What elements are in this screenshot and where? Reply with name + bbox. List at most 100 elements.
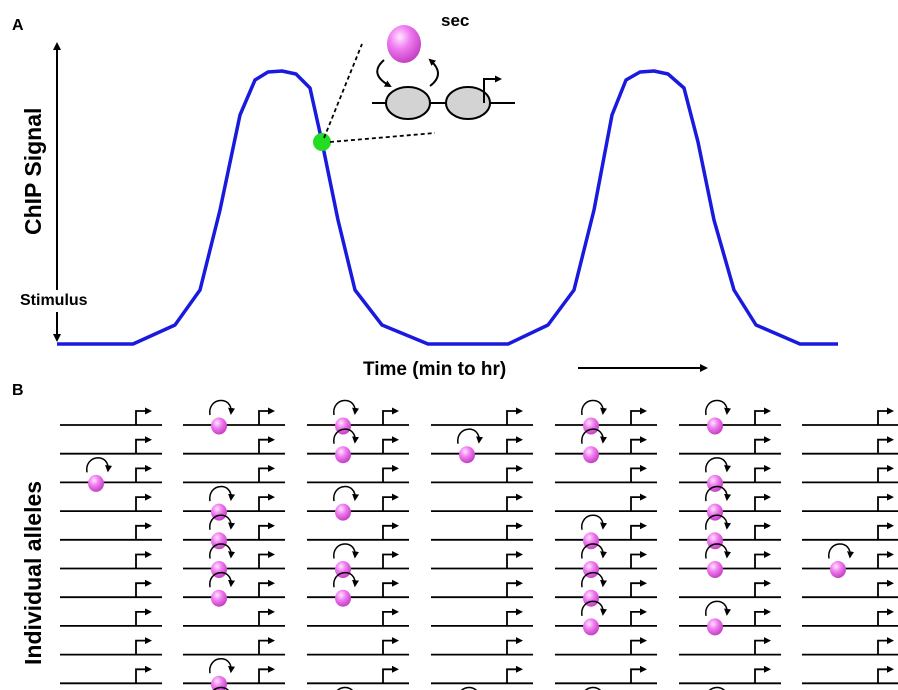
binding-loop-arrow xyxy=(705,600,732,617)
factor-ball xyxy=(211,675,227,690)
binding-loop-arrow xyxy=(581,428,608,444)
tss-arrow xyxy=(630,637,647,655)
binding-loop-arrow xyxy=(333,543,360,559)
tss-arrow xyxy=(258,407,275,425)
tss-arrow xyxy=(135,493,152,512)
x-axis-label: Time (min to hr) xyxy=(363,359,506,380)
nucleosome-right xyxy=(445,86,491,120)
tss-arrow xyxy=(258,551,275,569)
tss-arrow xyxy=(506,493,523,512)
binding-loop-arrow xyxy=(209,514,236,530)
tss-arrow xyxy=(630,551,647,569)
tss-arrow xyxy=(506,551,523,569)
tss-arrow xyxy=(630,436,647,454)
tss-arrow xyxy=(135,637,152,655)
binding-loop-arrow xyxy=(209,543,236,559)
binding-arrow xyxy=(376,59,392,87)
tss-arrow xyxy=(630,522,647,540)
binding-loop-arrow xyxy=(705,399,732,416)
tss-arrow xyxy=(506,608,523,626)
inset-sec-label: sec xyxy=(441,11,469,30)
tss-arrow xyxy=(382,637,399,655)
tss-arrow xyxy=(754,407,771,425)
tss-arrow xyxy=(754,665,771,684)
tss-arrow xyxy=(135,522,152,540)
tss-arrow xyxy=(877,464,894,483)
chip-signal-curve xyxy=(57,69,838,346)
factor-ball xyxy=(211,589,227,607)
tss-arrow xyxy=(877,436,894,454)
tss-arrow xyxy=(754,436,771,454)
tss-arrow xyxy=(382,579,399,598)
binding-loop-arrow xyxy=(705,485,732,502)
binding-loop-arrow xyxy=(581,514,608,530)
tss-arrow xyxy=(258,579,275,598)
tss-arrow xyxy=(877,608,894,626)
tss-arrow xyxy=(135,436,152,454)
release-arrow xyxy=(428,58,439,87)
binding-loop-arrow xyxy=(457,428,484,444)
tss-arrow xyxy=(506,436,523,454)
binding-loop-arrow xyxy=(705,457,732,473)
tss-arrow xyxy=(630,464,647,483)
tss-arrow xyxy=(877,637,894,655)
binding-loop-arrow xyxy=(581,399,608,416)
tss-arrow xyxy=(630,407,647,425)
tss-arrow xyxy=(877,579,894,598)
tss-arrow xyxy=(258,436,275,454)
binding-loop-arrow xyxy=(209,399,236,416)
binding-loop-arrow xyxy=(461,686,477,690)
binding-loop-arrow xyxy=(709,686,725,690)
tss-arrow xyxy=(506,522,523,540)
selected-timepoint-marker xyxy=(313,133,331,151)
tss-arrow xyxy=(754,637,771,655)
factor-ball xyxy=(583,446,599,464)
allele-column xyxy=(431,407,533,690)
factor-ball xyxy=(335,503,351,521)
tss-arrow xyxy=(135,464,152,483)
tss-arrow xyxy=(258,608,275,626)
factor-ball xyxy=(707,561,723,578)
tss-arrow xyxy=(877,522,894,540)
factor-ball xyxy=(707,618,723,636)
tss-arrow xyxy=(754,522,771,540)
tss-arrow xyxy=(754,608,771,626)
panel-a-letter: A xyxy=(12,17,24,34)
binding-loop-arrow xyxy=(705,543,732,559)
tss-arrow xyxy=(630,665,647,684)
allele-column xyxy=(555,399,657,690)
tss-arrow xyxy=(135,665,152,684)
binding-loop-arrow xyxy=(705,514,732,530)
tss-arrow xyxy=(382,464,399,483)
tss-arrow xyxy=(877,493,894,512)
binding-loop-arrow xyxy=(581,571,608,588)
tss-arrow xyxy=(258,493,275,512)
tss-arrow xyxy=(382,608,399,626)
tss-arrow xyxy=(258,464,275,483)
tss-arrow xyxy=(382,436,399,454)
tss-arrow xyxy=(630,608,647,626)
factor-ball-large xyxy=(387,25,421,63)
tss-arrow xyxy=(506,407,523,425)
tss-arrow xyxy=(630,579,647,598)
binding-loop-arrow xyxy=(828,543,855,559)
tss-arrow xyxy=(630,493,647,512)
factor-ball xyxy=(583,618,599,636)
panel-b: B Individual alleles xyxy=(12,382,898,690)
tss-arrow xyxy=(382,407,399,425)
factor-ball xyxy=(88,474,104,492)
panel-b-letter: B xyxy=(12,382,24,399)
factor-ball xyxy=(335,446,351,464)
tss-arrow xyxy=(258,522,275,540)
tss-arrow xyxy=(506,637,523,655)
binding-loop-arrow xyxy=(337,686,353,690)
zoom-line-lower xyxy=(329,132,436,143)
tss-arrow xyxy=(754,493,771,512)
allele-column xyxy=(60,407,162,685)
tss-arrow xyxy=(135,608,152,626)
tss-arrow xyxy=(877,665,894,684)
tss-arrow xyxy=(258,637,275,655)
binding-loop-arrow xyxy=(581,543,608,559)
tss-arrow xyxy=(754,579,771,598)
binding-loop-arrow xyxy=(213,686,229,690)
